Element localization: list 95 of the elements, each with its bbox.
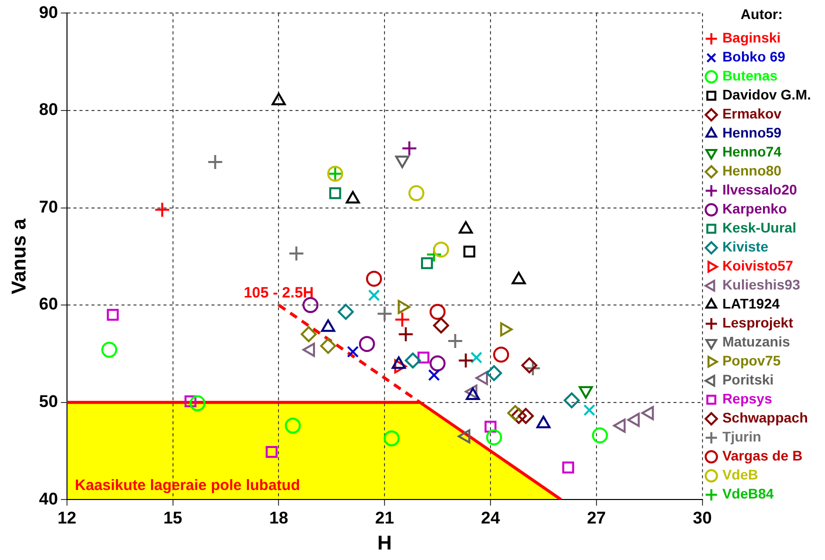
x-tick-label: 18 (269, 508, 288, 528)
point (447, 333, 464, 350)
point (518, 408, 534, 424)
legend-label: Schwappach (722, 410, 808, 426)
point (408, 185, 424, 202)
x-tick-label: 12 (57, 508, 76, 528)
point (562, 462, 574, 474)
point (430, 355, 446, 372)
x-tick-label: 30 (692, 508, 712, 528)
point (417, 352, 430, 364)
point (510, 408, 527, 424)
point (493, 346, 510, 363)
point (101, 342, 118, 358)
legend-label: Butenas (722, 68, 778, 84)
point (302, 297, 318, 314)
point (426, 246, 442, 262)
point (583, 404, 596, 416)
point (384, 430, 400, 446)
point (428, 369, 440, 382)
legend-label: Vargas de B (722, 448, 802, 464)
legend-label: Henno74 (722, 144, 782, 160)
point (433, 242, 450, 258)
point (190, 395, 206, 412)
legend-label: Ermakov (722, 106, 782, 122)
point (466, 388, 480, 400)
legend-label: Lesprojekt (722, 314, 794, 331)
point (398, 326, 414, 342)
point (470, 352, 482, 364)
x-tick-label: 21 (375, 508, 394, 528)
x-tick-label: 24 (481, 508, 501, 528)
point (463, 246, 476, 258)
point (433, 317, 450, 334)
point (458, 352, 474, 368)
x-tick-label: 27 (586, 508, 606, 528)
point (376, 306, 393, 322)
point (484, 420, 496, 433)
point (329, 187, 342, 200)
point (266, 446, 278, 458)
legend-label: Koivisto57 (722, 258, 794, 274)
point (394, 312, 410, 328)
point (486, 429, 502, 446)
y-tick-label: 70 (38, 197, 58, 216)
legend-label: Ilvessalo20 (722, 182, 798, 198)
legend-label: Kulieshis93 (722, 276, 800, 293)
legend-label: Kesk-Uural (722, 220, 796, 236)
legend-label: Bobko 69 (722, 48, 786, 65)
point (368, 289, 380, 302)
point (284, 418, 301, 434)
point (320, 338, 336, 354)
annotation: 105 - 2.5H (244, 284, 314, 302)
point (507, 405, 524, 422)
point (154, 202, 170, 218)
point (338, 304, 354, 320)
point (358, 336, 375, 352)
point (366, 270, 382, 287)
y-tick-label: 40 (38, 489, 58, 508)
point (207, 154, 224, 170)
point (404, 352, 421, 368)
y-tick-label: 60 (38, 294, 58, 314)
point (300, 326, 317, 342)
point (430, 304, 446, 320)
annotation: Kaasikute lageraie pole lubatud (74, 477, 300, 494)
point (288, 245, 304, 262)
legend-label: Henno80 (722, 162, 782, 179)
y-axis-title: Vanus a (8, 218, 31, 294)
legend-label: Davidov G.M. (722, 86, 812, 103)
x-tick-label: 15 (163, 508, 182, 528)
point (564, 392, 580, 408)
point (592, 427, 608, 444)
point (184, 395, 196, 408)
point (346, 346, 359, 358)
legend-label: Matuzanis (722, 334, 790, 350)
legend-label: Baginski (722, 30, 781, 46)
legend-label: Tjurin (722, 428, 762, 445)
y-tick-label: 80 (38, 100, 58, 120)
legend-label: VdeB (722, 466, 758, 483)
point (486, 365, 502, 382)
x-axis-title: H (377, 532, 392, 555)
legend-title: Autor: (740, 6, 783, 22)
legend-label: LAT1924 (722, 296, 780, 312)
point (524, 360, 541, 376)
point (106, 308, 119, 321)
point (346, 191, 360, 204)
legend-label: VdeB84 (722, 486, 774, 502)
legend-label: Karpenko (722, 200, 787, 217)
legend-label: Popov75 (722, 352, 781, 369)
legend-label: Kiviste (722, 238, 768, 255)
point (401, 140, 418, 156)
legend-label: Repsys (722, 390, 772, 407)
point (521, 357, 538, 374)
y-tick-label: 90 (38, 2, 58, 22)
y-tick-label: 50 (38, 392, 58, 412)
legend-label: Henno59 (722, 124, 782, 141)
point (421, 257, 433, 270)
legend-label: Poritski (722, 372, 774, 388)
